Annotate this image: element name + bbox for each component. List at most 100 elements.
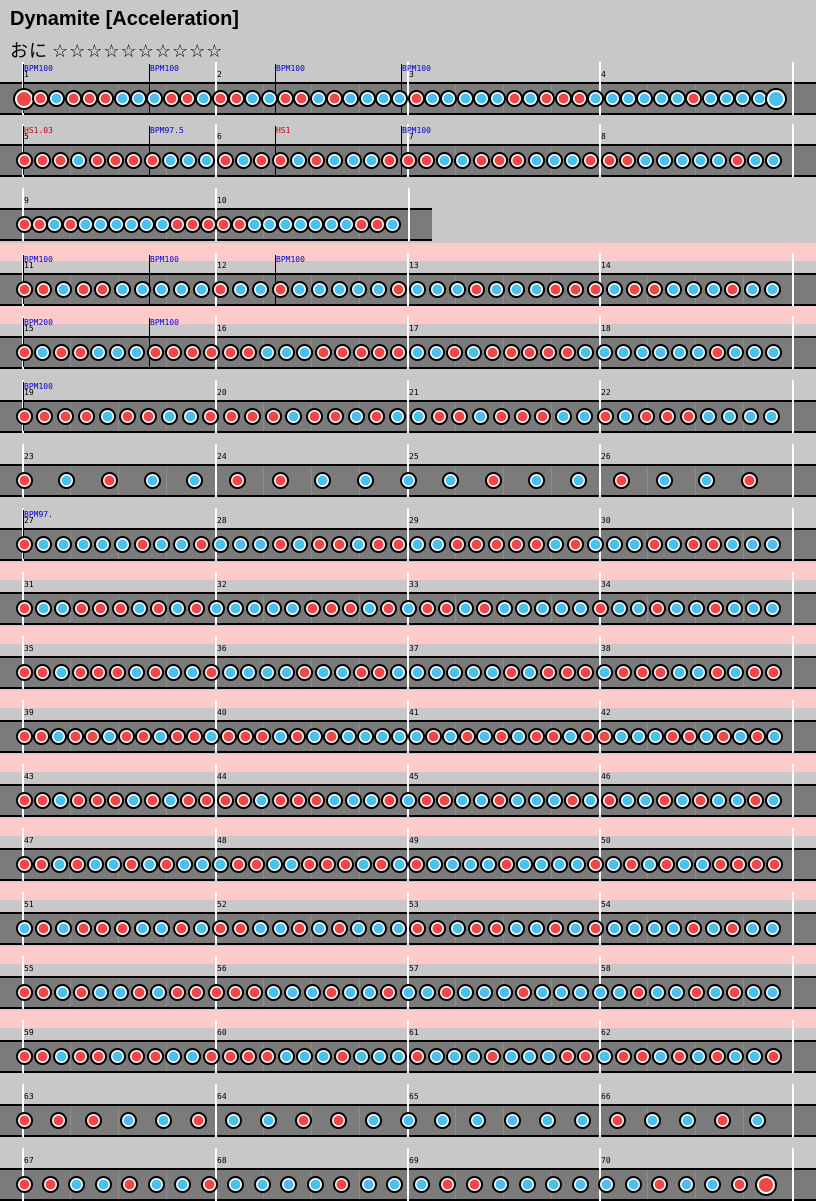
measure-barline bbox=[407, 700, 409, 753]
ka-note bbox=[409, 281, 427, 298]
beat-line bbox=[118, 1106, 119, 1135]
ka-note bbox=[587, 90, 605, 107]
ka-note bbox=[727, 344, 745, 361]
measure-barline bbox=[792, 62, 794, 115]
command-marker bbox=[149, 64, 150, 113]
don-note bbox=[15, 1048, 33, 1065]
don-note bbox=[146, 664, 164, 681]
don-note bbox=[33, 856, 51, 873]
measure-number: 61 bbox=[409, 1028, 419, 1037]
measure-number: 63 bbox=[24, 1092, 34, 1101]
don-note bbox=[229, 856, 247, 873]
don-note bbox=[310, 536, 328, 553]
ka-note bbox=[409, 536, 427, 553]
don-note bbox=[158, 856, 176, 873]
ka-note bbox=[356, 472, 374, 489]
ka-note bbox=[606, 536, 624, 553]
don-note bbox=[322, 600, 340, 617]
row-highlight bbox=[0, 306, 816, 324]
ka-note bbox=[457, 984, 475, 1001]
ka-note bbox=[718, 90, 736, 107]
don-note bbox=[439, 1176, 457, 1193]
ka-note bbox=[606, 281, 624, 298]
don-note bbox=[245, 984, 263, 1001]
don-note bbox=[220, 728, 238, 745]
ka-note bbox=[446, 664, 464, 681]
measure-number: 24 bbox=[217, 452, 227, 461]
measure-barline bbox=[792, 956, 794, 1009]
ka-note bbox=[456, 90, 474, 107]
don-note bbox=[33, 152, 51, 169]
ka-note bbox=[409, 408, 427, 425]
ka-note bbox=[637, 152, 655, 169]
ka-note bbox=[390, 728, 408, 745]
measure-number: 23 bbox=[24, 452, 34, 461]
ka-note bbox=[54, 281, 72, 298]
ka-note bbox=[109, 1048, 127, 1065]
ka-note bbox=[347, 408, 365, 425]
ka-note bbox=[221, 664, 239, 681]
don-note bbox=[448, 536, 466, 553]
don-note bbox=[380, 600, 398, 617]
measure-number: 64 bbox=[217, 1092, 227, 1101]
ka-note bbox=[748, 1112, 766, 1129]
ka-note bbox=[181, 408, 199, 425]
ka-note bbox=[359, 1176, 377, 1193]
don-note bbox=[308, 792, 326, 809]
beat-line bbox=[359, 1106, 360, 1135]
don-note bbox=[764, 1048, 782, 1065]
measure-barline bbox=[215, 572, 217, 625]
ka-note bbox=[408, 344, 426, 361]
ka-note bbox=[533, 984, 551, 1001]
ka-note bbox=[277, 1048, 295, 1065]
ka-note bbox=[515, 856, 533, 873]
measure-barline bbox=[407, 636, 409, 689]
bpm-change-label: BPM100 bbox=[150, 64, 179, 73]
ka-note bbox=[391, 90, 409, 107]
bpm-change-label: BPM100 bbox=[402, 64, 431, 73]
ka-note bbox=[296, 344, 314, 361]
ka-note bbox=[15, 920, 33, 937]
ka-note bbox=[100, 728, 118, 745]
don-note bbox=[71, 344, 89, 361]
measure-number: 3 bbox=[409, 70, 414, 79]
don-note bbox=[200, 1176, 218, 1193]
ka-note bbox=[652, 90, 670, 107]
don-note bbox=[36, 408, 54, 425]
beat-line bbox=[166, 1170, 167, 1199]
difficulty-icon: おに bbox=[10, 41, 48, 61]
don-note bbox=[271, 472, 289, 489]
don-note bbox=[243, 408, 261, 425]
ka-note bbox=[176, 856, 194, 873]
measure-barline bbox=[599, 1084, 601, 1137]
command-marker bbox=[149, 318, 150, 367]
scroll-speed-label: HS1 bbox=[276, 126, 291, 135]
ka-note bbox=[86, 856, 104, 873]
ka-note bbox=[673, 152, 691, 169]
beat-line bbox=[70, 1106, 71, 1135]
ka-note bbox=[165, 1048, 183, 1065]
don-note bbox=[625, 281, 643, 298]
don-note bbox=[221, 344, 239, 361]
measure-number: 35 bbox=[24, 644, 34, 653]
ka-note bbox=[94, 536, 112, 553]
don-note bbox=[708, 664, 726, 681]
measure-barline bbox=[215, 1020, 217, 1073]
don-note bbox=[271, 792, 289, 809]
ka-note bbox=[746, 152, 764, 169]
don-note bbox=[15, 728, 33, 745]
difficulty-rating: おに ☆☆☆☆☆☆☆☆☆☆ bbox=[10, 37, 223, 63]
bpm-change-label: BPM100 bbox=[402, 126, 431, 135]
ka-note bbox=[598, 1176, 616, 1193]
ka-note bbox=[689, 664, 707, 681]
measure-number: 9 bbox=[24, 196, 29, 205]
don-note bbox=[216, 152, 234, 169]
ka-note bbox=[572, 984, 590, 1001]
ka-note bbox=[259, 664, 276, 681]
don-note bbox=[468, 920, 486, 937]
don-note bbox=[614, 1048, 632, 1065]
don-note bbox=[34, 664, 52, 681]
ka-note bbox=[90, 344, 108, 361]
ka-note bbox=[234, 152, 252, 169]
beat-line bbox=[743, 275, 744, 304]
